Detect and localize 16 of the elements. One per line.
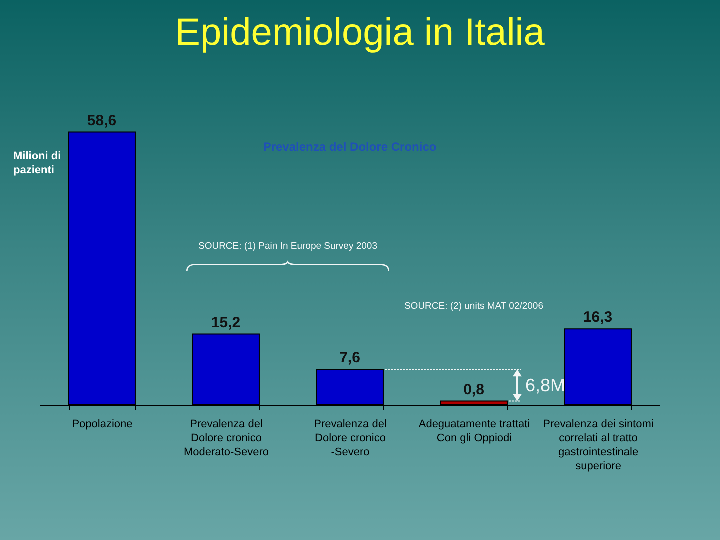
data-label: 0,8 — [464, 381, 484, 398]
y-axis-title: Milioni di pazienti — [14, 150, 62, 176]
x-tick-label: Popolazione — [72, 418, 133, 430]
data-label: 16,3 — [583, 309, 613, 326]
annotation: 6,8M — [525, 375, 566, 396]
x-tick-label: Adeguatamente trattati Con gli Oppiodi — [418, 418, 530, 444]
data-label: 15,2 — [211, 314, 241, 332]
annotation: SOURCE: (2) units MAT 02/2006 — [404, 301, 544, 312]
data-label: 7,6 — [340, 350, 360, 367]
x-tick-label: Prevalenza del Dolore cronico Moderato-Severo — [184, 418, 269, 458]
chart-title: Epidemiologia in Italia — [175, 12, 546, 54]
x-tick-label: Prevalenza dei sintomi correlati al tratto gastrointestinale superiore — [543, 418, 654, 472]
data-label: 58,6 — [87, 112, 117, 130]
x-tick-label: Prevalenza del Dolore cronico -Severo — [314, 418, 387, 458]
annotation: SOURCE: (1) Pain In Europe Survey 2003 — [198, 241, 378, 252]
text: Prevalenza del Dolore Cronico — [263, 140, 437, 154]
